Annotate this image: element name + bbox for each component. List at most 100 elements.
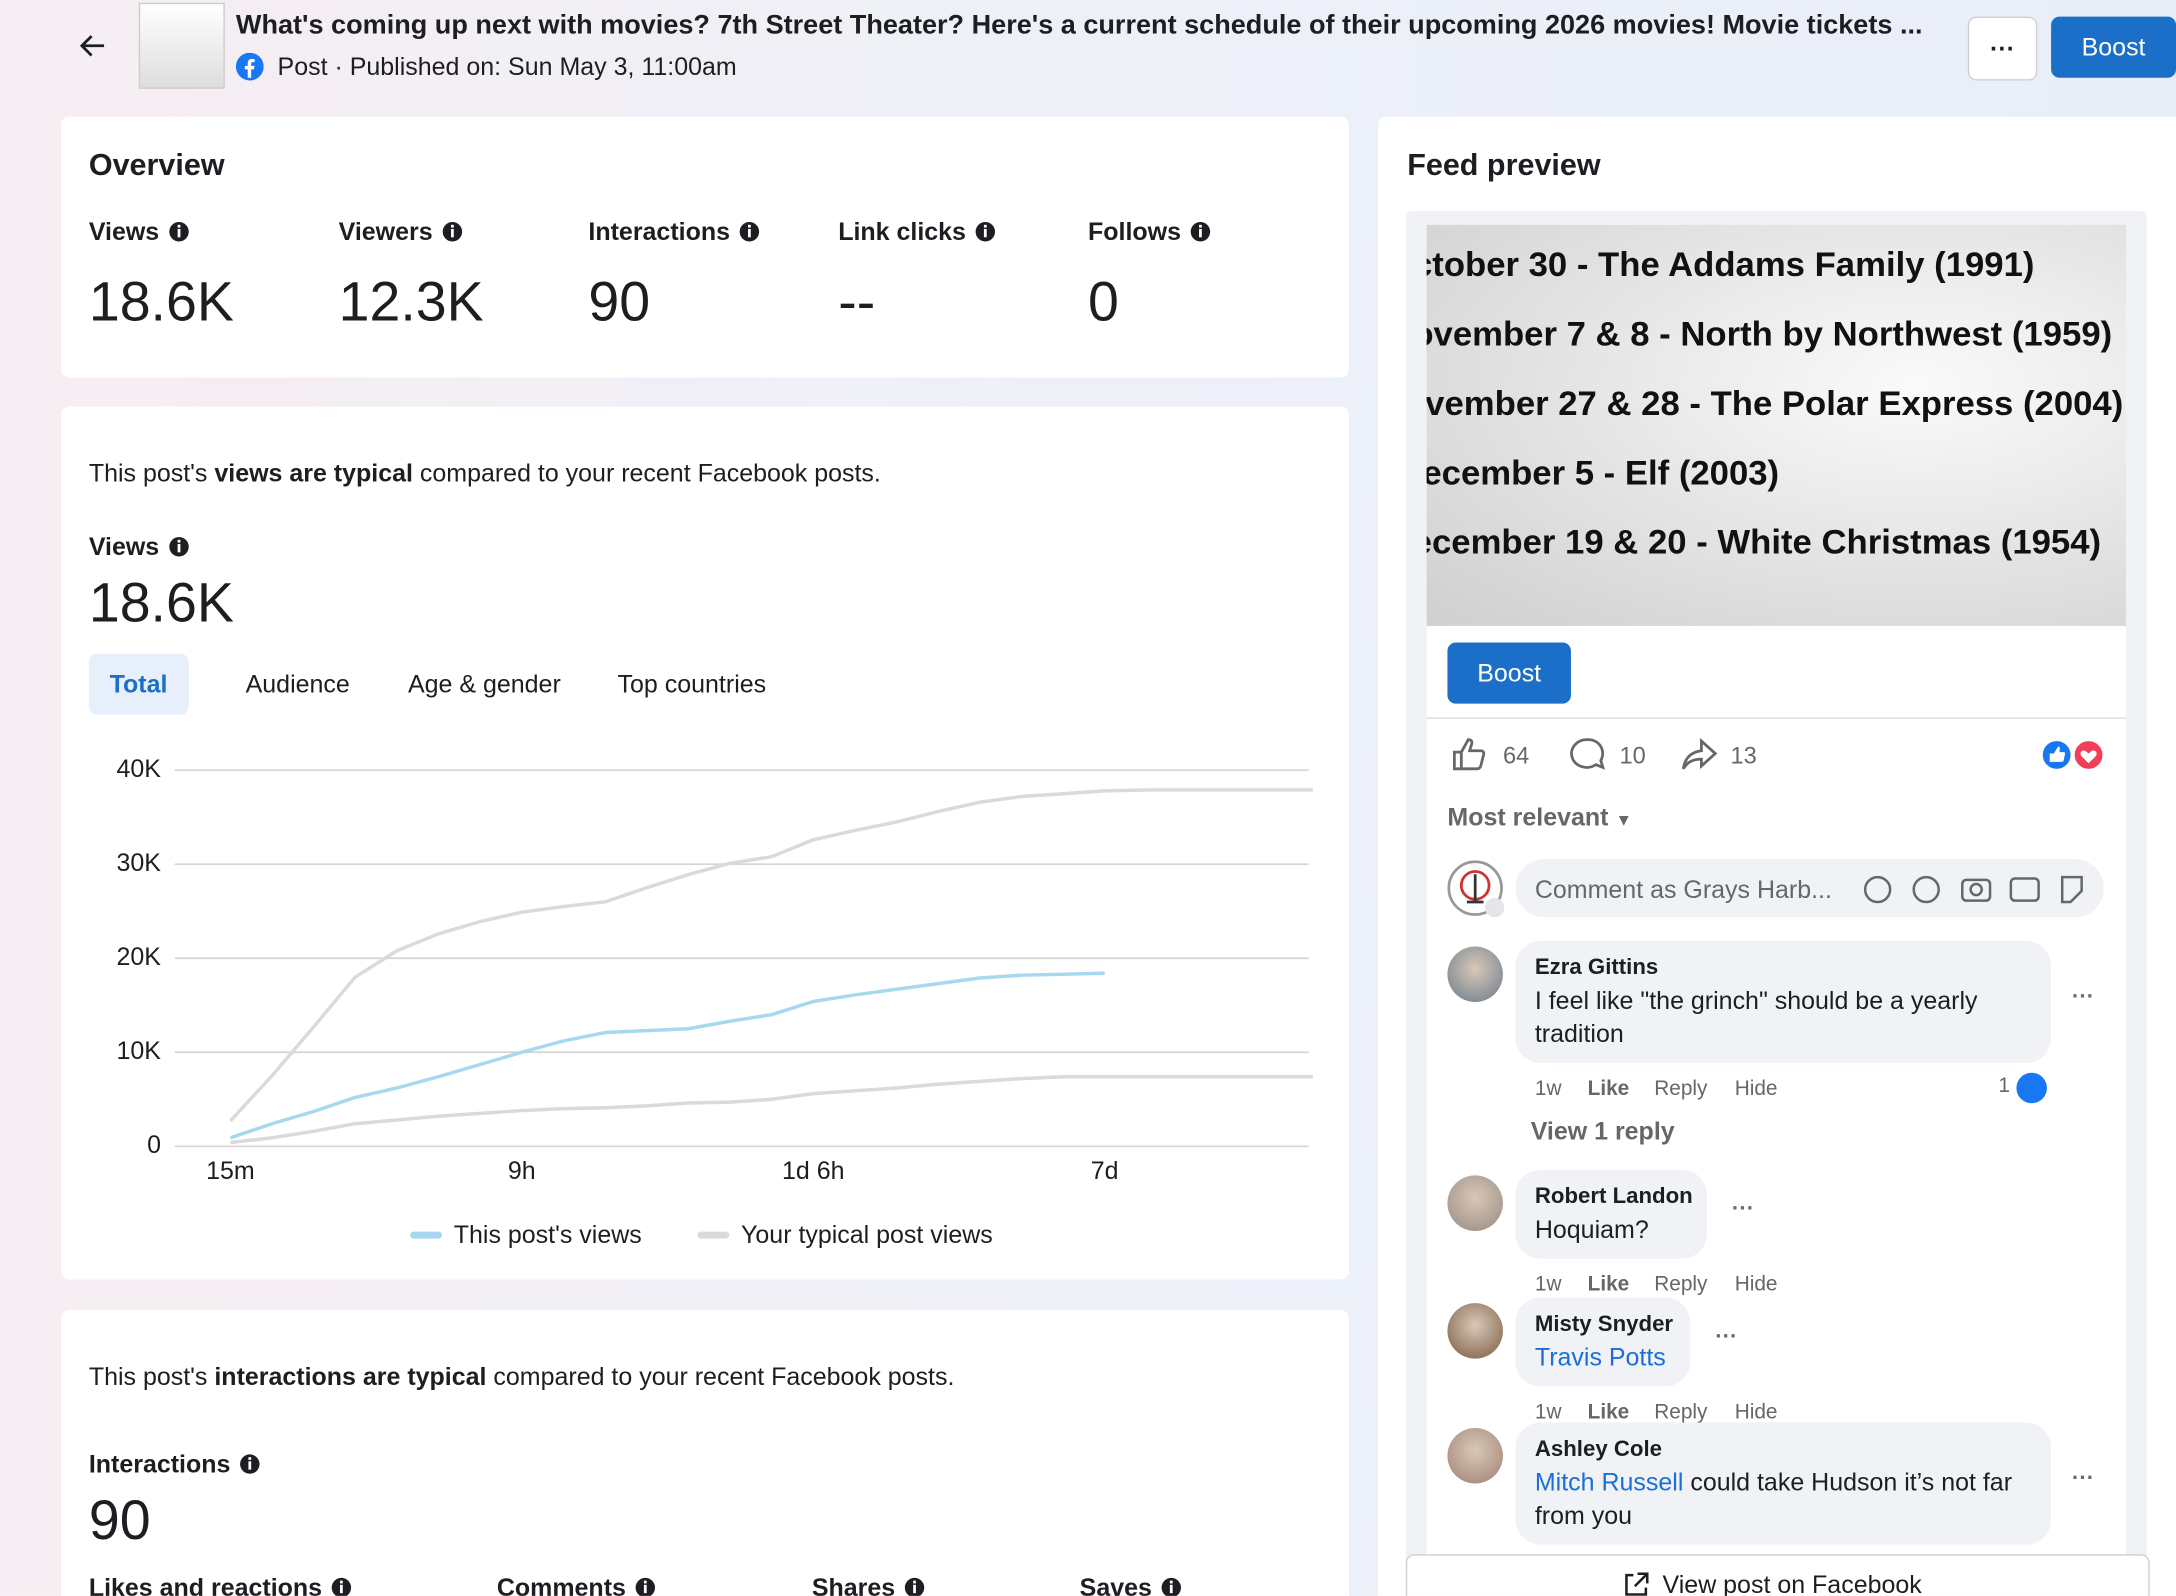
comment-tools[interactable] xyxy=(1863,874,2086,905)
text: Shares xyxy=(811,1573,896,1596)
like-icon[interactable] xyxy=(1450,736,1489,775)
post-meta: Post · Published on: Sun May 3, 11:00am xyxy=(277,52,737,81)
comment-author[interactable]: Ezra Gittins xyxy=(1534,956,1659,980)
view-post-button[interactable] xyxy=(1405,1554,2150,1596)
text: Follows xyxy=(1088,217,1181,246)
view-replies[interactable]: View 1 reply xyxy=(1530,1117,1675,1145)
sort-dropdown[interactable]: Most relevant ▼ xyxy=(1447,803,1632,832)
x-tick-label: 7d xyxy=(1091,1157,1119,1185)
comment-author[interactable]: Robert Landon xyxy=(1534,1185,1693,1209)
tab[interactable]: Total xyxy=(88,653,189,715)
share-count: 13 xyxy=(1730,742,1757,769)
metric-label: Follows xyxy=(1088,217,1211,247)
reaction-count: 1 xyxy=(1998,1074,2010,1098)
metric-value: 12.3K xyxy=(338,272,484,334)
text: Link clicks xyxy=(838,217,966,246)
image-text: October 30 - The Addams Family (1991) xyxy=(1426,245,2035,285)
comment-action[interactable]: Like xyxy=(1587,1076,1630,1101)
like-count: 64 xyxy=(1502,742,1530,769)
comment-action[interactable]: Reply xyxy=(1654,1272,1708,1297)
image-text: November 7 & 8 - North by Northwest (195… xyxy=(1426,315,2113,354)
metric-label: Viewers xyxy=(339,218,462,247)
comment-text: I feel like "the grinch" should be a yea… xyxy=(1535,984,2032,1051)
mention[interactable]: Travis Potts xyxy=(1534,1343,1666,1372)
comment-author[interactable]: Misty Snyder xyxy=(1534,1312,1674,1337)
more-button[interactable]: ··· xyxy=(1967,16,2038,81)
tab[interactable]: Age & gender xyxy=(408,669,561,698)
mention[interactable]: Mitch Russell xyxy=(1534,1468,1684,1497)
comment-placeholder: Comment as Grays Harb... xyxy=(1534,875,1832,904)
page-avatar xyxy=(1447,860,1505,918)
info-icon[interactable] xyxy=(168,222,189,242)
comment-action[interactable]: Like xyxy=(1587,1400,1630,1424)
comment-more[interactable]: ··· xyxy=(1731,1197,1755,1222)
comment-bubble: Misty Snyder Travis Potts xyxy=(1515,1297,1691,1387)
share-icon[interactable] xyxy=(1681,736,1720,775)
comment-count: 10 xyxy=(1619,742,1646,769)
comment-bubble: Ezra Gittins I feel like "the grinch" sho… xyxy=(1515,940,2052,1064)
info-icon[interactable] xyxy=(1161,1577,1182,1596)
metric-value: 0 xyxy=(1088,272,1119,334)
comment-action[interactable]: Reply xyxy=(1654,1400,1708,1424)
info-icon[interactable] xyxy=(635,1577,656,1596)
text: Interactions xyxy=(88,1450,231,1478)
x-tick-label: 15m xyxy=(206,1157,255,1185)
metric-value: 90 xyxy=(88,1490,151,1552)
metric-label: Link clicks xyxy=(838,217,996,247)
comment-icon[interactable] xyxy=(1568,736,1607,775)
info-icon[interactable] xyxy=(904,1577,925,1596)
post-image: October 30 - The Addams Family (1991) Nov… xyxy=(1426,224,2127,626)
comment-bubble: Ashley Cole Mitch Russell could take Huds… xyxy=(1515,1422,2052,1545)
comment-time: 1w xyxy=(1534,1076,1562,1101)
reaction-icons xyxy=(2040,738,2106,772)
comment-input[interactable] xyxy=(1515,859,2104,918)
boost-button[interactable]: Boost xyxy=(2051,16,2176,78)
metric-label: Shares xyxy=(811,1573,925,1596)
text: Comments xyxy=(496,1573,626,1596)
x-tick-label: 1d 6h xyxy=(782,1157,844,1185)
info-icon[interactable] xyxy=(1190,222,1211,242)
tab[interactable]: Top countries xyxy=(617,669,767,698)
comment-text: Mitch Russell could take Hudson it’s not… xyxy=(1535,1465,2032,1532)
views-chart: 0 10K 20K 30K 40K 15m 9h 1d 6h 7d This post's vie… xyxy=(117,755,1313,1249)
info-icon[interactable] xyxy=(739,222,760,242)
y-tick-label: 20K xyxy=(117,943,162,971)
comment-more[interactable]: ··· xyxy=(2071,1466,2095,1491)
comment-action[interactable]: Hide xyxy=(1734,1272,1778,1297)
info-icon[interactable] xyxy=(168,537,189,557)
info-icon[interactable] xyxy=(331,1577,352,1596)
image-text: November 27 & 28 - The Polar Express (20… xyxy=(1426,384,2124,424)
overview-card: Overview Views 18.6K Viewers 12.3K Interacti… xyxy=(61,116,1349,378)
tab[interactable]: Audience xyxy=(245,669,350,698)
comment-more[interactable]: ··· xyxy=(1715,1325,1738,1349)
series-line xyxy=(229,971,1105,1140)
legend-label: Your typical post views xyxy=(741,1221,993,1249)
comment-author[interactable]: Ashley Cole xyxy=(1534,1437,1662,1462)
info-icon[interactable] xyxy=(240,1454,260,1474)
interactions-summary: This post's interactions are typical com… xyxy=(89,1363,955,1392)
text: Hoquiam? xyxy=(1534,1215,1649,1244)
comment-action[interactable]: Reply xyxy=(1654,1076,1708,1101)
comment-action[interactable]: Hide xyxy=(1734,1400,1778,1424)
comment-action[interactable]: Hide xyxy=(1734,1076,1778,1101)
metric-value: 18.6K xyxy=(88,573,234,635)
reaction-icon xyxy=(2013,1069,2050,1107)
text: Saves xyxy=(1079,1573,1152,1596)
legend-label: This post's views xyxy=(454,1221,642,1249)
comment-action[interactable]: Like xyxy=(1587,1272,1630,1297)
comment-more[interactable]: ··· xyxy=(2071,985,2095,1009)
comment-bubble: Robert Landon Hoquiam? xyxy=(1515,1169,1707,1259)
views-summary: This post's views are typical compared t… xyxy=(89,459,881,488)
info-icon[interactable] xyxy=(442,222,462,242)
metric-label: Interactions xyxy=(588,218,760,247)
view-post-label: View post on Facebook xyxy=(1662,1570,1922,1596)
boost-button[interactable]: Boost xyxy=(1447,642,1571,704)
info-icon[interactable] xyxy=(975,222,996,242)
text: could take Hudson it’s not far from you xyxy=(1534,1468,2013,1530)
back-arrow[interactable] xyxy=(78,31,109,62)
avatar xyxy=(1447,1175,1503,1231)
comment-text: Travis Potts xyxy=(1535,1341,1671,1374)
metric-label: Likes and reactions xyxy=(89,1574,352,1596)
metric-value: -- xyxy=(838,272,876,334)
divider xyxy=(1426,717,2127,719)
